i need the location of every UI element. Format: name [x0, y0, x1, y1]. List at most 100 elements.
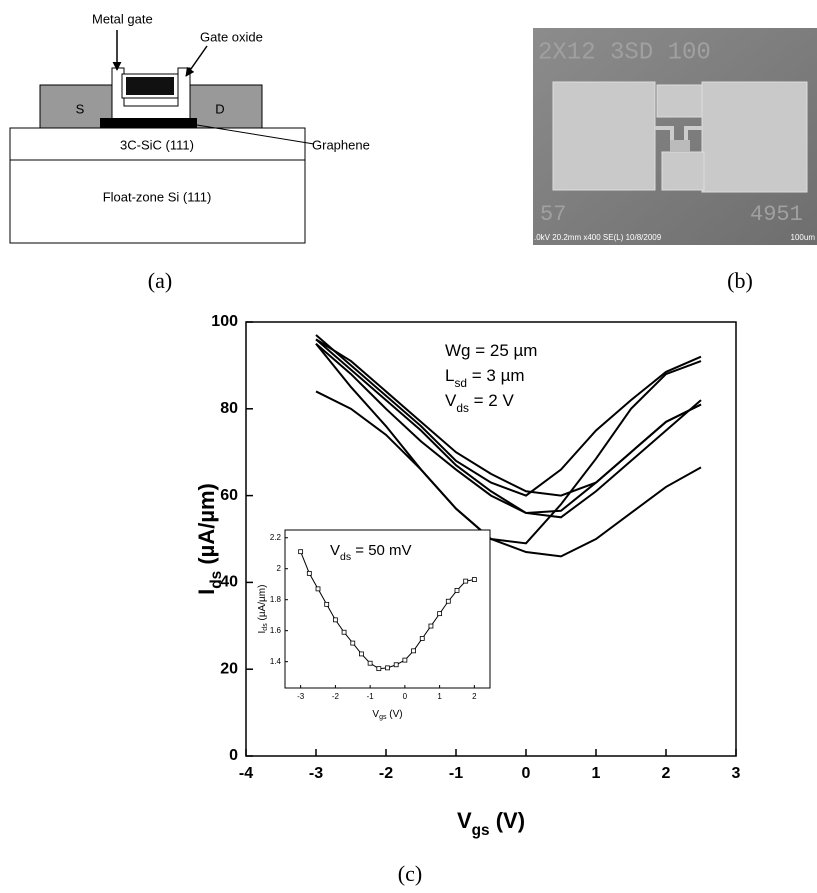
annotation-part: Wg = 25 µm [445, 341, 537, 360]
caption: (a) [148, 268, 172, 293]
x-tick-label: -2 [379, 765, 393, 782]
x-axis-label-part: V [372, 709, 379, 720]
label: S [76, 101, 85, 116]
series-line [315, 334, 702, 497]
sem-text: .0kV 20.2mm x400 SE(L) 10/8/2009 [534, 233, 662, 242]
x-axis-label-part: gs [379, 714, 387, 721]
label: Gate oxide [200, 29, 263, 44]
si-substrate [9, 159, 306, 244]
y-axis-label-part: ds [208, 571, 225, 589]
y-axis-label: Ids (µA/µm) [257, 585, 270, 634]
sem-text: 4951 [750, 202, 803, 227]
sem-image: 2X12 3SD 100 57 4951 .0kV 20.2mm x400 SE… [533, 28, 817, 245]
channel [670, 140, 690, 152]
annotation: Lsd = 3 µm [445, 366, 525, 390]
data-point [315, 586, 321, 592]
annotation: Wg = 25 µm [445, 341, 537, 360]
annotation: Vds = 2 V [445, 391, 514, 415]
annotation-part: L [445, 366, 454, 385]
data-point [376, 666, 382, 672]
x-tick-label: -3 [297, 692, 305, 701]
y-tick-label: 60 [220, 487, 238, 504]
y-axis-label-part: (µA/µm) [194, 483, 219, 571]
data-point [332, 617, 338, 623]
y-tick-label: 80 [220, 400, 238, 417]
sem-text: 57 [540, 202, 566, 227]
annotation-part: ds [340, 551, 351, 563]
x-tick-label: 2 [472, 692, 477, 701]
channel [655, 126, 702, 140]
caption: (c) [398, 861, 422, 886]
series-line [315, 343, 702, 545]
x-tick-label: -4 [239, 765, 253, 782]
pad [656, 84, 703, 118]
arrow [185, 45, 208, 77]
sem-text: 2X12 3SD 100 [538, 39, 711, 66]
data-point [428, 623, 434, 629]
y-axis-label-part: ds [262, 623, 269, 631]
data-point [367, 660, 373, 666]
data-point [359, 651, 364, 657]
y-tick-label: 1.4 [270, 657, 282, 666]
y-tick-label: 2 [277, 564, 282, 573]
annotation-part: = 50 mV [351, 542, 411, 559]
label: Metal gate [92, 11, 153, 26]
caption: (b) [727, 268, 753, 293]
y-tick-label: 1.6 [270, 626, 282, 635]
x-tick-label: 0 [403, 692, 408, 701]
pad [661, 151, 705, 191]
label: Float-zone Si (111) [103, 189, 212, 204]
device-diagram: Metal gate Gate oxide S D 3C-SiC (111) G… [9, 11, 370, 244]
y-tick-label: 20 [220, 660, 238, 677]
data-point [341, 629, 347, 635]
data-point [350, 640, 356, 646]
y-axis-label: Ids (µA/µm) [194, 483, 225, 595]
data-point [437, 611, 443, 617]
x-tick-label: 1 [592, 765, 601, 782]
x-axis-label-part: gs [472, 822, 490, 839]
x-tick-label: 1 [437, 692, 442, 701]
data-point [445, 598, 451, 604]
y-tick-label: 2.2 [270, 533, 282, 542]
y-axis-label-part: I [257, 631, 268, 634]
annotation-part: V [330, 542, 340, 559]
x-tick-label: 2 [662, 765, 671, 782]
y-axis-label-part: (µA/µm) [257, 585, 268, 624]
x-tick-label: 0 [522, 765, 531, 782]
x-tick-label: -3 [309, 765, 323, 782]
label: 3C-SiC (111) [120, 137, 194, 152]
pad [552, 81, 656, 191]
x-tick-label: -1 [367, 692, 375, 701]
label: D [215, 101, 224, 116]
y-tick-label: 40 [220, 574, 238, 591]
y-tick-label: 100 [211, 313, 238, 330]
x-axis-label-part: V [457, 808, 472, 833]
series-line [315, 338, 702, 519]
x-axis-label-part: (V) [490, 808, 525, 833]
annotation-part: = 2 V [469, 391, 515, 410]
x-axis-label: Vgs (V) [372, 709, 402, 722]
x-tick-label: -2 [332, 692, 340, 701]
sic-layer [9, 127, 306, 161]
x-tick-label: -1 [449, 765, 463, 782]
x-tick-label: 3 [732, 765, 741, 782]
annotation-part: sd [454, 376, 467, 390]
annotation-part: = 3 µm [467, 366, 525, 385]
graphene [100, 118, 197, 128]
label: Graphene [312, 137, 370, 152]
series-line [315, 390, 702, 558]
x-axis-label-part: (V) [386, 709, 402, 720]
annotation-part: ds [456, 401, 469, 415]
data-point [324, 601, 330, 607]
annotation: Vds = 50 mV [330, 542, 412, 563]
series-line [315, 342, 702, 514]
y-tick-label: 0 [229, 747, 238, 764]
pointer-line [196, 124, 315, 145]
y-axis-label-part: I [194, 589, 219, 595]
data-point [298, 549, 304, 555]
data-point [463, 578, 469, 584]
metal-gate [126, 77, 174, 95]
data-point [393, 662, 399, 668]
